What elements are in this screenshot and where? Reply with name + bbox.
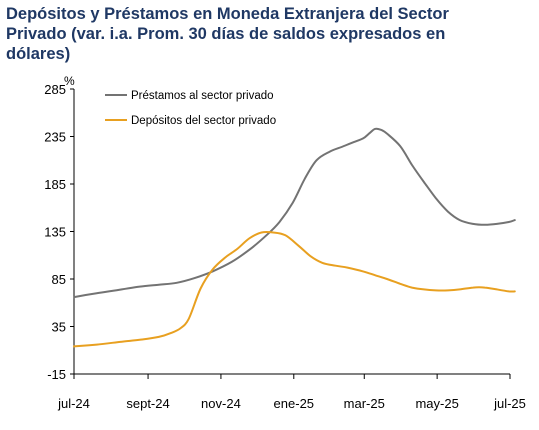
chart-tick-labels: -15 35 85 135 185 235 285% jul-24 sept-24 nov-24 e…: [44, 74, 526, 411]
chart-series-lines: [73, 127, 516, 348]
chart-axes: [70, 88, 511, 379]
x-tick-label: sept-24: [126, 396, 169, 411]
x-tick-label: may-25: [415, 396, 458, 411]
series-line-depositos: [73, 230, 516, 348]
series-line-prestamos: [73, 127, 516, 299]
x-tick-label: nov-24: [201, 396, 241, 411]
y-tick-label: 235: [44, 130, 66, 145]
y-tick-label: 35: [52, 320, 66, 335]
y-tick-label: 135: [44, 225, 66, 240]
x-tick-label: ene-25: [274, 396, 314, 411]
y-tick-label: 185: [44, 177, 66, 192]
y-axis-unit-label: %: [64, 74, 75, 88]
y-tick-label: 285: [44, 82, 66, 97]
chart-title: Depósitos y Préstamos en Moneda Extranje…: [6, 5, 449, 63]
y-tick-label: -15: [47, 367, 66, 382]
x-tick-label: jul-25: [493, 396, 526, 411]
x-tick-label: jul-24: [57, 396, 90, 411]
legend-label: Préstamos al sector privado: [131, 90, 274, 102]
x-tick-label: mar-25: [344, 396, 385, 411]
y-tick-label: 85: [52, 272, 66, 287]
legend-label: Depósitos del sector privado: [131, 115, 276, 127]
chart-legend: Préstamos al sector privado Depósitos del…: [105, 90, 276, 127]
